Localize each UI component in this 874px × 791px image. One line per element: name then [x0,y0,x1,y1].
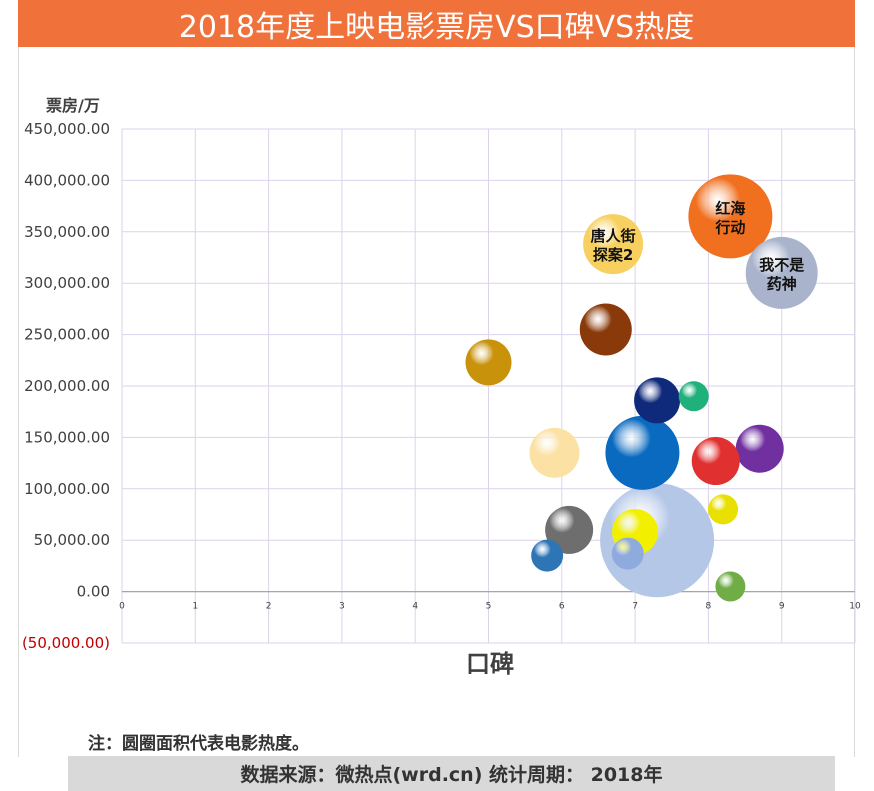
x-tick-label: 2 [266,602,272,612]
y-tick-label: 50,000.00 [34,531,110,549]
bubble [688,174,773,259]
bubble [579,303,632,356]
bubble [545,505,594,554]
x-tick-label: 3 [339,602,345,612]
y-tick-label: 300,000.00 [24,274,110,292]
x-tick-label: 8 [706,602,712,612]
y-tick-label: 350,000.00 [24,223,110,241]
x-tick-label: 4 [412,602,418,612]
bubble [531,539,564,572]
bubble-label: 我不是药神 [759,256,805,293]
axes: 450,000.00400,000.00350,000.00300,000.00… [22,120,861,652]
note-text: 注：圆圈面积代表电影热度。 [88,734,309,754]
chart-title: 2018年度上映电影票房VS口碑VS热度 [18,0,855,47]
x-tick-label: 7 [632,602,638,612]
bubble [715,571,746,602]
y-tick-label: 150,000.00 [24,428,110,446]
bubble [529,427,580,478]
x-tick-label: 1 [192,602,198,612]
bubble [611,537,644,570]
y-tick-label: 250,000.00 [24,326,110,344]
bubble [678,381,709,412]
x-tick-label: 5 [486,602,492,612]
y-axis-label: 票房/万 [46,96,100,115]
x-axis-label: 口碑 [466,650,514,678]
bubble [745,236,818,309]
x-tick-label: 10 [849,602,861,612]
bubble-label: 红海行动 [714,199,745,236]
y-tick-label: 0.00 [77,583,110,601]
bubble [583,214,644,275]
bubble [634,377,681,424]
y-tick-label: (50,000.00) [22,634,110,652]
bubble-label: 唐人街探案2 [591,227,636,264]
y-tick-label: 100,000.00 [24,480,110,498]
source-bar: 数据来源：微热点(wrd.cn) 统计周期： 2018年 [68,756,835,791]
bubble [735,424,784,473]
bubble-chart: 450,000.00400,000.00350,000.00300,000.00… [22,96,861,678]
y-tick-label: 450,000.00 [24,120,110,138]
y-tick-label: 200,000.00 [24,377,110,395]
bubbles [465,174,818,602]
x-tick-label: 9 [779,602,785,612]
y-tick-label: 400,000.00 [24,171,110,189]
bubble [708,494,739,525]
bubble [465,339,512,386]
bubble [691,437,740,486]
bubble [605,415,680,490]
frame-left-border [18,47,19,757]
x-tick-label: 6 [559,602,565,612]
x-tick-label: 0 [119,602,125,612]
